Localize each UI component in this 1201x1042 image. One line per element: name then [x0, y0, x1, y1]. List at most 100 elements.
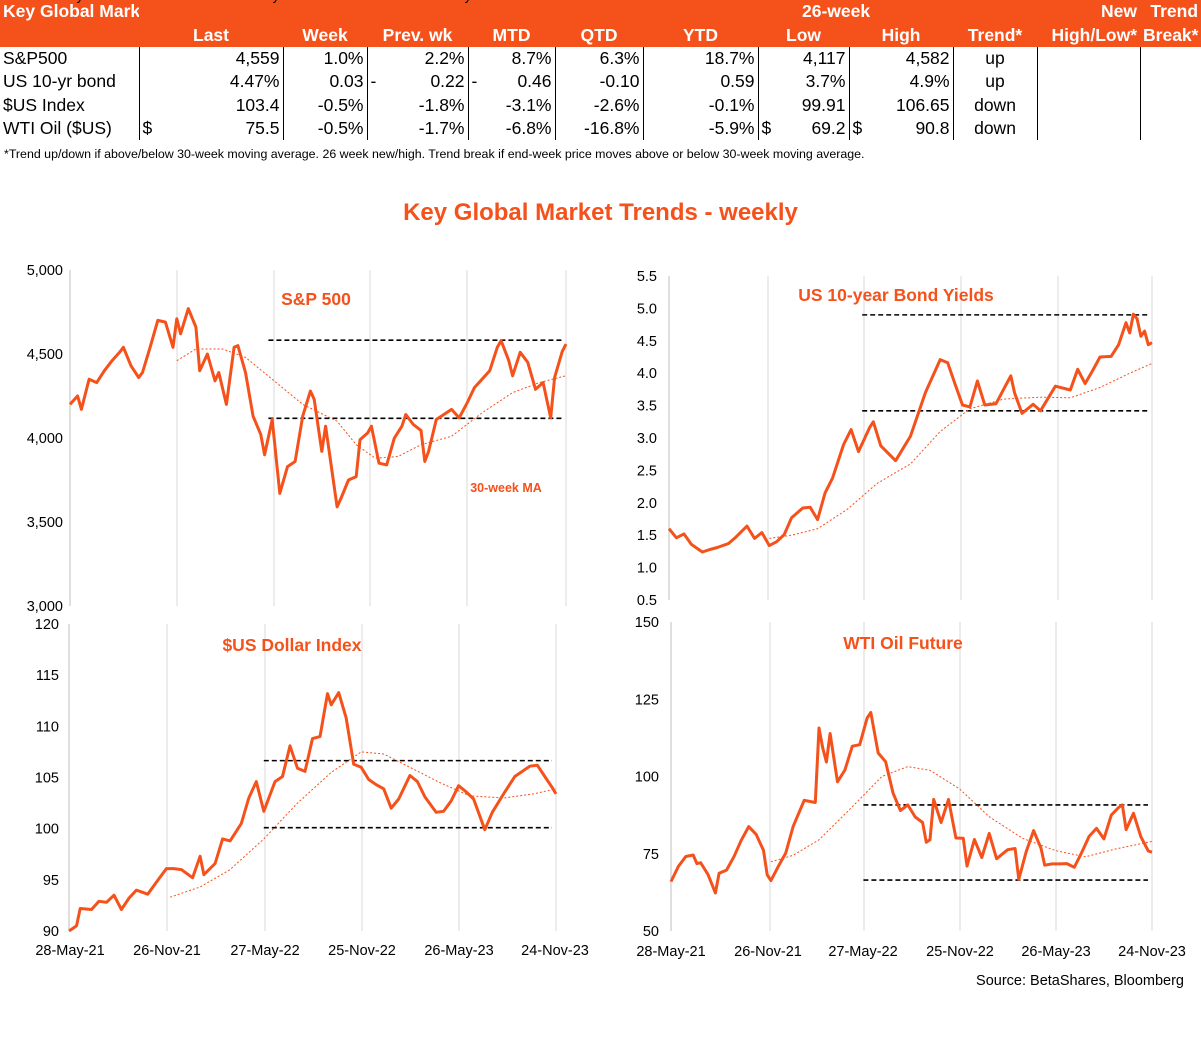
y-tick-label: 125 [635, 692, 659, 708]
table-header-row: Key Global Markets 26-week New Trend [0, 0, 1201, 24]
x-tick-label: 24-Nov-23 [521, 943, 589, 959]
y-tick-label: 2.0 [637, 496, 657, 512]
cell-trend: up [953, 46, 1038, 71]
column-header: High [849, 23, 954, 47]
table-footnote: *Trend up/down if above/below 30-week mo… [4, 147, 865, 161]
y-tick-label: 4,500 [27, 347, 63, 363]
x-tick-label: 25-Nov-22 [328, 0, 396, 4]
dollar-sign: $ [761, 118, 772, 139]
y-tick-label: 2.5 [637, 463, 657, 479]
y-tick-label: 3,500 [27, 515, 63, 531]
header-new: New [1037, 0, 1141, 24]
row-name: $US Index [0, 93, 140, 117]
cell-low: 99.91 [758, 93, 850, 117]
dollar-sign: $ [142, 118, 153, 139]
x-tick-label: 28-May-21 [636, 944, 705, 960]
cell-prev-wk: -1.8% [367, 93, 469, 117]
cell-mtd: -3.1% [468, 93, 556, 117]
price-line [669, 711, 1153, 895]
table-row: US 10-yr bond 4.47% 0.03 -0.22 -0.46 -0.… [0, 70, 1201, 94]
header-trend: Trend [1140, 0, 1201, 24]
chart-title: US 10-year Bond Yields [798, 285, 994, 305]
y-tick-label: 5.5 [637, 269, 657, 285]
cell-qtd: 6.3% [555, 46, 644, 71]
y-tick-label: 50 [643, 924, 659, 940]
moving-average-line [176, 348, 567, 459]
cell-ytd: -0.1% [643, 93, 759, 117]
column-header: QTD [555, 23, 643, 47]
x-tick-label: 27-May-22 [230, 943, 299, 959]
dash-sign: - [471, 71, 478, 92]
column-header: Prev. wk [367, 23, 468, 47]
dash-sign: - [370, 71, 377, 92]
y-tick-label: 100 [35, 822, 59, 838]
row-name: S&P500 [0, 46, 140, 71]
row-name: US 10-yr bond [0, 70, 140, 94]
y-tick-label: 90 [43, 924, 59, 940]
y-tick-label: 95 [43, 873, 59, 889]
y-tick-label: 5,000 [27, 263, 63, 279]
cell-high: $90.8 [849, 116, 954, 141]
y-tick-label: 110 [36, 719, 59, 735]
cell-week: -0.5% [283, 93, 368, 117]
cell-qtd: -2.6% [555, 93, 644, 117]
y-tick-label: 3,000 [27, 599, 63, 615]
cell-high: 4.9% [849, 70, 954, 94]
cell-new-high-low [1037, 116, 1141, 141]
cell-prev-wk: -1.7% [367, 116, 469, 141]
cell-ytd: 0.59 [643, 70, 759, 94]
y-tick-label: 3.0 [637, 431, 657, 447]
x-tick-label: 24-Nov-23 [1118, 944, 1186, 960]
cell-new-high-low [1037, 93, 1141, 117]
y-tick-label: 105 [35, 771, 59, 787]
y-tick-label: 0.5 [637, 593, 657, 609]
column-header: MTD [468, 23, 555, 47]
y-tick-label: 4.5 [637, 334, 657, 350]
chart-title: $US Dollar Index [222, 635, 361, 655]
y-tick-label: 4,000 [27, 431, 63, 447]
table-row: S&P500 4,559 1.0% 2.2% 8.7% 6.3% 18.7% 4… [0, 46, 1201, 71]
x-tick-label: 25-Nov-22 [926, 944, 994, 960]
table-row: WTI Oil ($US) $75.5 -0.5% -1.7% -6.8% -1… [0, 116, 1201, 141]
x-tick-label: 24-Nov-23 [521, 0, 589, 4]
ma-annotation: 30-week MA [470, 481, 542, 495]
column-header: Trend* [953, 23, 1038, 47]
table-header-row: Last Week Prev. wk MTD QTD YTD Low High … [0, 23, 1201, 47]
y-tick-label: 4.0 [637, 366, 657, 382]
cell-new-high-low [1037, 70, 1141, 94]
cell-high: 106.65 [849, 93, 954, 117]
cell-ytd: -5.9% [643, 116, 759, 141]
cell-qtd: -0.10 [555, 70, 644, 94]
cell-low: 3.7% [758, 70, 850, 94]
y-tick-label: 75 [643, 847, 659, 863]
header-26-week: 26-week [758, 0, 954, 24]
x-tick-label: 26-Nov-21 [734, 944, 802, 960]
cell-high: 4,582 [849, 46, 954, 71]
cell-trend: up [953, 70, 1038, 94]
charts-main-title: Key Global Market Trends - weekly [403, 199, 798, 226]
cell-qtd: -16.8% [555, 116, 644, 141]
y-tick-label: 100 [635, 770, 659, 786]
x-tick-label: 28-May-21 [35, 943, 104, 959]
y-tick-label: 115 [36, 668, 59, 684]
y-tick-label: 1.0 [637, 561, 657, 577]
cell-week: 1.0% [283, 46, 368, 71]
moving-average-line [769, 363, 1153, 539]
source-note: Source: BetaShares, Bloomberg [976, 973, 1184, 989]
cell-mtd: 8.7% [468, 46, 556, 71]
table-title: Key Global Markets [0, 0, 139, 24]
x-tick-label: 26-May-23 [424, 943, 493, 959]
cell-ytd: 18.7% [643, 46, 759, 71]
x-tick-label: 27-May-22 [231, 0, 300, 4]
moving-average-line [169, 751, 557, 898]
price-line [68, 691, 558, 933]
row-name: WTI Oil ($US) [0, 116, 140, 141]
cell-prev-wk: -0.22 [367, 70, 469, 94]
x-tick-label: 28-May-21 [35, 0, 104, 4]
cell-last: $75.5 [139, 116, 284, 141]
cell-mtd: -0.46 [468, 70, 556, 94]
x-tick-label: 26-Nov-21 [144, 0, 212, 4]
x-tick-label: 26-May-23 [1021, 944, 1090, 960]
chart-title: WTI Oil Future [843, 633, 963, 653]
